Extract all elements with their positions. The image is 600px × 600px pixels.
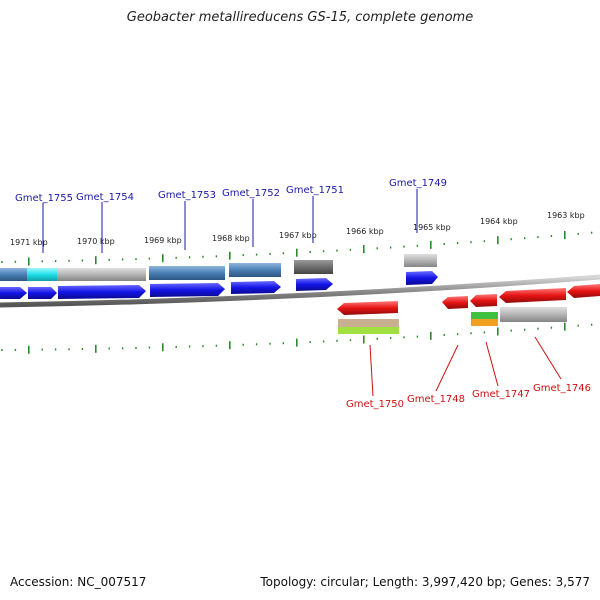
- gene-label-forward[interactable]: Gmet_1751: [286, 185, 344, 196]
- feature-block[interactable]: [338, 327, 399, 334]
- bottom-feature-track: [338, 307, 567, 334]
- feature-block[interactable]: [229, 263, 281, 277]
- feature-block[interactable]: [0, 268, 27, 281]
- feature-block[interactable]: [500, 307, 567, 322]
- genome-summary-text: Topology: circular; Length: 3,997,420 bp…: [260, 575, 590, 589]
- kbp-label: 1966 kbp: [346, 227, 384, 236]
- feature-block[interactable]: [27, 268, 57, 281]
- top-tick-track: [1, 231, 593, 266]
- reverse-gene-labels: Gmet_1750 Gmet_1748 Gmet_1747 Gmet_1746: [346, 336, 591, 410]
- label-leader: [435, 344, 459, 392]
- feature-block[interactable]: [471, 312, 498, 319]
- gene-label-forward[interactable]: Gmet_1754: [76, 192, 134, 203]
- cds-arrow-forward[interactable]: [406, 271, 438, 285]
- kbp-label: 1967 kbp: [279, 231, 317, 240]
- label-leader: [369, 344, 374, 397]
- label-leader: [485, 341, 499, 387]
- cds-arrow-reverse[interactable]: [442, 296, 468, 309]
- kbp-label: 1964 kbp: [480, 217, 518, 226]
- genome-backbone: [0, 274, 600, 308]
- cds-arrow-reverse[interactable]: [567, 284, 600, 298]
- kbp-label: 1968 kbp: [212, 234, 250, 243]
- cds-arrow-forward[interactable]: [58, 285, 146, 299]
- gene-label-forward[interactable]: Gmet_1749: [389, 178, 447, 189]
- feature-block[interactable]: [338, 319, 399, 327]
- kbp-label: 1963 kbp: [547, 211, 585, 220]
- cds-arrow-forward[interactable]: [0, 287, 27, 299]
- gene-label-forward[interactable]: Gmet_1753: [158, 190, 216, 201]
- gene-label-forward[interactable]: Gmet_1755: [15, 193, 73, 204]
- cds-arrow-reverse[interactable]: [470, 294, 497, 307]
- kbp-labels: 1971 kbp 1970 kbp 1969 kbp 1968 kbp 1967…: [10, 211, 585, 247]
- accession-text: Accession: NC_007517: [10, 575, 147, 589]
- cds-arrow-reverse[interactable]: [337, 301, 398, 315]
- feature-block[interactable]: [149, 266, 225, 280]
- cds-arrow-forward[interactable]: [296, 278, 333, 291]
- forward-gene-labels: Gmet_1755 Gmet_1754 Gmet_1753 Gmet_1752 …: [15, 178, 447, 253]
- gene-label-reverse[interactable]: Gmet_1750: [346, 399, 404, 410]
- top-feature-track: [0, 254, 437, 281]
- reverse-cds-track: [337, 284, 600, 315]
- gene-label-reverse[interactable]: Gmet_1746: [533, 383, 591, 394]
- cds-arrow-forward[interactable]: [150, 283, 225, 297]
- kbp-label: 1969 kbp: [144, 236, 182, 245]
- kbp-label: 1970 kbp: [77, 237, 115, 246]
- kbp-label: 1965 kbp: [413, 223, 451, 232]
- feature-block[interactable]: [471, 319, 498, 326]
- cds-arrow-forward[interactable]: [28, 287, 57, 299]
- gene-label-forward[interactable]: Gmet_1752: [222, 188, 280, 199]
- bottom-tick-track: [1, 322, 593, 354]
- label-leader: [534, 336, 562, 380]
- cds-arrow-reverse[interactable]: [499, 288, 566, 303]
- kbp-label: 1971 kbp: [10, 238, 48, 247]
- feature-block[interactable]: [294, 260, 333, 274]
- feature-block[interactable]: [57, 268, 146, 281]
- gene-label-reverse[interactable]: Gmet_1748: [407, 394, 465, 405]
- genome-title: Geobacter metallireducens GS-15, complet…: [126, 10, 474, 25]
- cds-arrow-forward[interactable]: [231, 281, 281, 294]
- feature-block[interactable]: [404, 254, 437, 267]
- gene-label-reverse[interactable]: Gmet_1747: [472, 389, 530, 400]
- forward-cds-track: [0, 271, 438, 299]
